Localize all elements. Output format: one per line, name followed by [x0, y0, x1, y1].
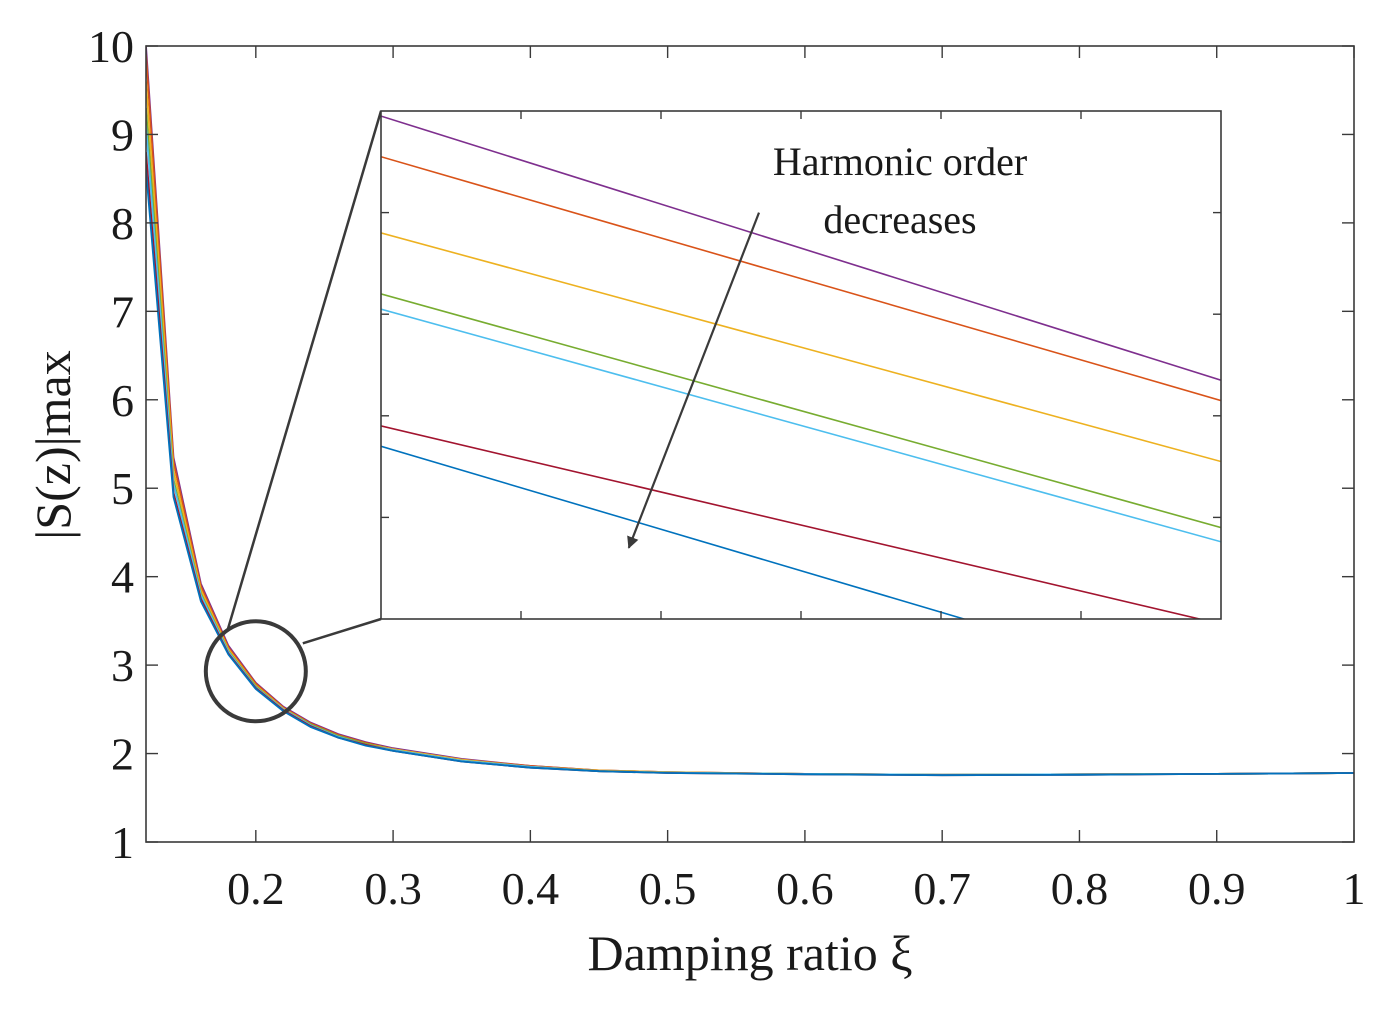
- inset-series-line-4: [381, 293, 1221, 529]
- inset-series-group: [381, 115, 1221, 619]
- x-tick-label: 0.3: [364, 863, 422, 914]
- x-tick-label: 0.8: [1051, 863, 1109, 914]
- annotation-line-2: decreases: [823, 197, 976, 242]
- annotation-line-1: Harmonic order: [773, 139, 1027, 184]
- y-tick-label: 9: [111, 109, 134, 160]
- x-tick-label: 0.7: [913, 863, 971, 914]
- series-line-7: [146, 169, 1354, 777]
- y-tick-label: 8: [111, 198, 134, 249]
- y-axis-label: |S(z)|max: [25, 350, 81, 539]
- inset-series-line-2: [381, 155, 1221, 402]
- y-tick-label: 2: [111, 729, 134, 780]
- x-tick-label: 0.9: [1188, 863, 1246, 914]
- inset-ticks-group: [381, 111, 1221, 619]
- y-tick-label: 6: [111, 375, 134, 426]
- zoom-connector-upper: [226, 110, 383, 630]
- inset-series-line-1: [381, 115, 1221, 382]
- main-tick-labels-group: 0.2 0.3 0.4 0.5 0.6 0.7 0.8 0.9 1 1 2 3 4 5 6 7 8 9 10: [88, 21, 1366, 914]
- annotation-arrow: [627, 212, 761, 549]
- x-tick-label: 0.4: [502, 863, 560, 914]
- inset-series-line-6: [381, 425, 1203, 619]
- zoom-connector-lower: [302, 617, 382, 645]
- plot-area-frame: [145, 45, 1355, 843]
- y-tick-label: 1: [111, 817, 134, 868]
- x-tick-label: 0.6: [776, 863, 834, 914]
- y-tick-label: 7: [111, 286, 134, 337]
- x-axis-label: Damping ratio ξ: [588, 925, 913, 981]
- y-tick-label: 3: [111, 640, 134, 691]
- inset-series-line-3: [381, 232, 1221, 463]
- zoom-circle: [203, 619, 308, 724]
- y-tick-label: 4: [111, 552, 134, 603]
- x-tick-label: 0.2: [227, 863, 285, 914]
- main-ticks-group: [146, 45, 1355, 843]
- inset-series-line-7: [381, 445, 967, 619]
- inset-background: [381, 111, 1221, 619]
- inset-series-line-5: [381, 308, 1221, 543]
- main-series-group: [146, 46, 1354, 777]
- y-tick-label: 10: [88, 21, 134, 72]
- y-tick-label: 5: [111, 463, 134, 514]
- x-tick-label: 1: [1343, 863, 1366, 914]
- x-tick-label: 0.5: [639, 863, 697, 914]
